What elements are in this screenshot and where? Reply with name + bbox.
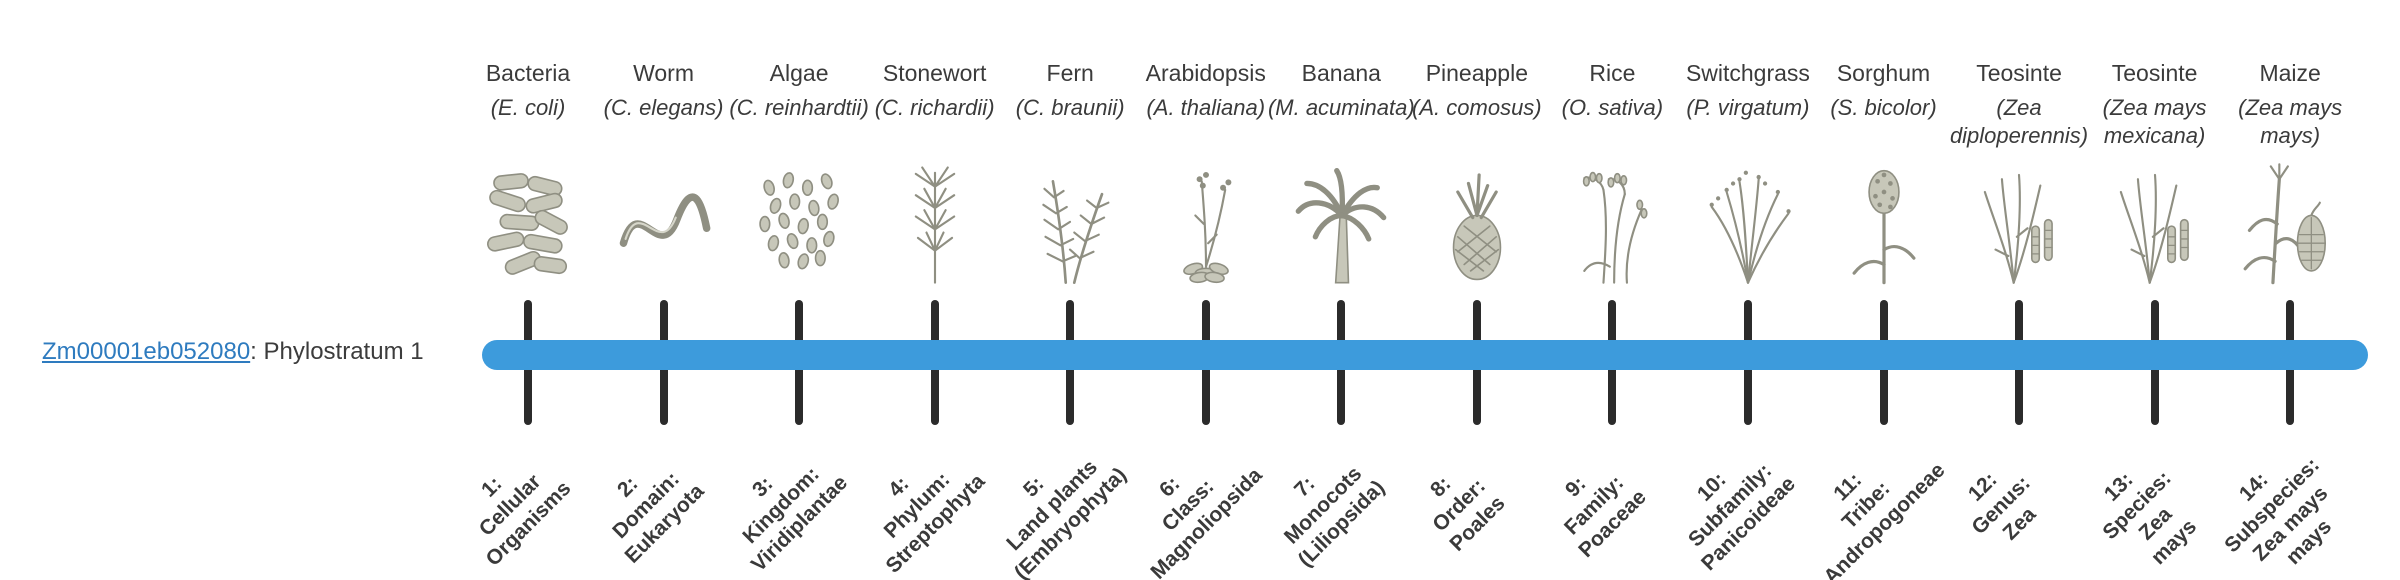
stratum-label: 8: Order: Poales xyxy=(1425,472,1510,556)
stratum-label: 7: Monocots (Liliopsida) xyxy=(1280,462,1390,572)
species-column: Pineapple (A. comosus) xyxy=(1402,58,1552,288)
species-scientific-name: (Zea mays mays) xyxy=(2238,95,2343,148)
timeline-bar xyxy=(482,340,2368,370)
species-column: Sorghum (S. bicolor) xyxy=(1809,58,1959,288)
worm-illustration xyxy=(589,156,739,288)
arabidopsis-illustration xyxy=(1131,156,1281,288)
species-common-name: Algae xyxy=(769,60,829,86)
species-common-name: Switchgrass xyxy=(1685,60,1810,86)
switchgrass-illustration xyxy=(1673,156,1823,288)
species-common-name: Sorghum xyxy=(1836,60,1931,86)
stratum-label: 11: Tribe: Andropogoneae xyxy=(1818,458,1950,580)
species-scientific-name: (C. reinhardtii) xyxy=(729,95,869,120)
algae-illustration xyxy=(724,156,874,288)
species-common-name: Banana xyxy=(1301,60,1381,86)
species-scientific-name: (C. elegans) xyxy=(603,95,724,120)
banana-illustration xyxy=(1266,156,1416,288)
species-column: Arabidopsis (A. thaliana) xyxy=(1131,58,1281,288)
species-common-name: Rice xyxy=(1589,60,1636,86)
rice-illustration xyxy=(1537,156,1687,288)
species-column: Teosinte (Zea diploperennis) xyxy=(1944,58,2094,288)
species-column: Fern (C. braunii) xyxy=(995,58,1145,288)
species-scientific-name: (M. acuminata) xyxy=(1267,95,1415,120)
species-column: Worm (C. elegans) xyxy=(589,58,739,288)
species-common-name: Fern xyxy=(1046,60,1094,86)
stratum-label: 5: Land plants (Embryophyta) xyxy=(1002,455,1132,580)
species-column: Switchgrass (P. virgatum) xyxy=(1673,58,1823,288)
phylostratum-text: : Phylostratum 1 xyxy=(250,338,424,365)
fern-illustration xyxy=(995,156,1145,288)
teosinte2-illustration xyxy=(2080,156,2230,288)
species-common-name: Bacteria xyxy=(485,60,571,86)
species-common-name: Arabidopsis xyxy=(1145,60,1266,86)
species-common-name: Worm xyxy=(633,60,694,86)
sorghum-illustration xyxy=(1809,156,1959,288)
stratum-label: 10: Subfamily: Panicoideae xyxy=(1683,459,1800,576)
gene-label: Zm00001eb052080: Phylostratum 1 xyxy=(42,338,424,366)
species-scientific-name: (C. richardii) xyxy=(874,95,995,120)
species-scientific-name: (A. thaliana) xyxy=(1146,95,1266,120)
species-common-name: Pineapple xyxy=(1425,60,1528,86)
species-scientific-name: (Zea diploperennis) xyxy=(1949,95,2089,148)
species-common-name: Stonewort xyxy=(882,60,987,86)
species-column: Algae (C. reinhardtii) xyxy=(724,58,874,288)
stratum-label: 9: Family: Poaceae xyxy=(1560,471,1652,562)
species-column: Maize (Zea mays mays) xyxy=(2215,58,2365,288)
stratum-label: 3: Kingdom: Viridiplantae xyxy=(738,462,853,577)
teosinte-illustration xyxy=(1944,156,2094,288)
species-scientific-name: (C. braunii) xyxy=(1015,95,1125,120)
stratum-label: 1: Cellular Organisms xyxy=(474,469,576,571)
stratum-label: 6: Class: Magnoliopsida xyxy=(1146,463,1267,580)
maize-illustration xyxy=(2215,156,2365,288)
stonewort-illustration xyxy=(860,156,1010,288)
species-scientific-name: (A. comosus) xyxy=(1412,95,1542,120)
species-scientific-name: (O. sativa) xyxy=(1561,95,1664,120)
species-scientific-name: (Zea mays mexicana) xyxy=(2102,95,2207,148)
species-column: Teosinte (Zea mays mexicana) xyxy=(2080,58,2230,288)
species-common-name: Teosinte xyxy=(2111,60,2198,86)
species-scientific-name: (P. virgatum) xyxy=(1686,95,1810,120)
bacteria-illustration xyxy=(453,156,603,288)
species-column: Bacteria (E. coli) xyxy=(453,58,603,288)
stratum-label: 12: Genus: Zea xyxy=(1963,468,2041,545)
species-common-name: Maize xyxy=(2259,60,2321,86)
gene-link[interactable]: Zm00001eb052080 xyxy=(42,338,251,365)
species-column: Banana (M. acuminata) xyxy=(1266,58,1416,288)
species-scientific-name: (E. coli) xyxy=(490,95,566,120)
species-common-name: Teosinte xyxy=(1976,60,2062,86)
species-scientific-name: (S. bicolor) xyxy=(1830,95,1937,120)
species-column: Stonewort (C. richardii) xyxy=(860,58,1010,288)
stratum-label: 2: Domain: Eukaryota xyxy=(607,467,709,568)
pineapple-illustration xyxy=(1402,156,1552,288)
species-column: Rice (O. sativa) xyxy=(1537,58,1687,288)
stratum-label: 4: Phylum: Streptophyta xyxy=(879,467,990,578)
